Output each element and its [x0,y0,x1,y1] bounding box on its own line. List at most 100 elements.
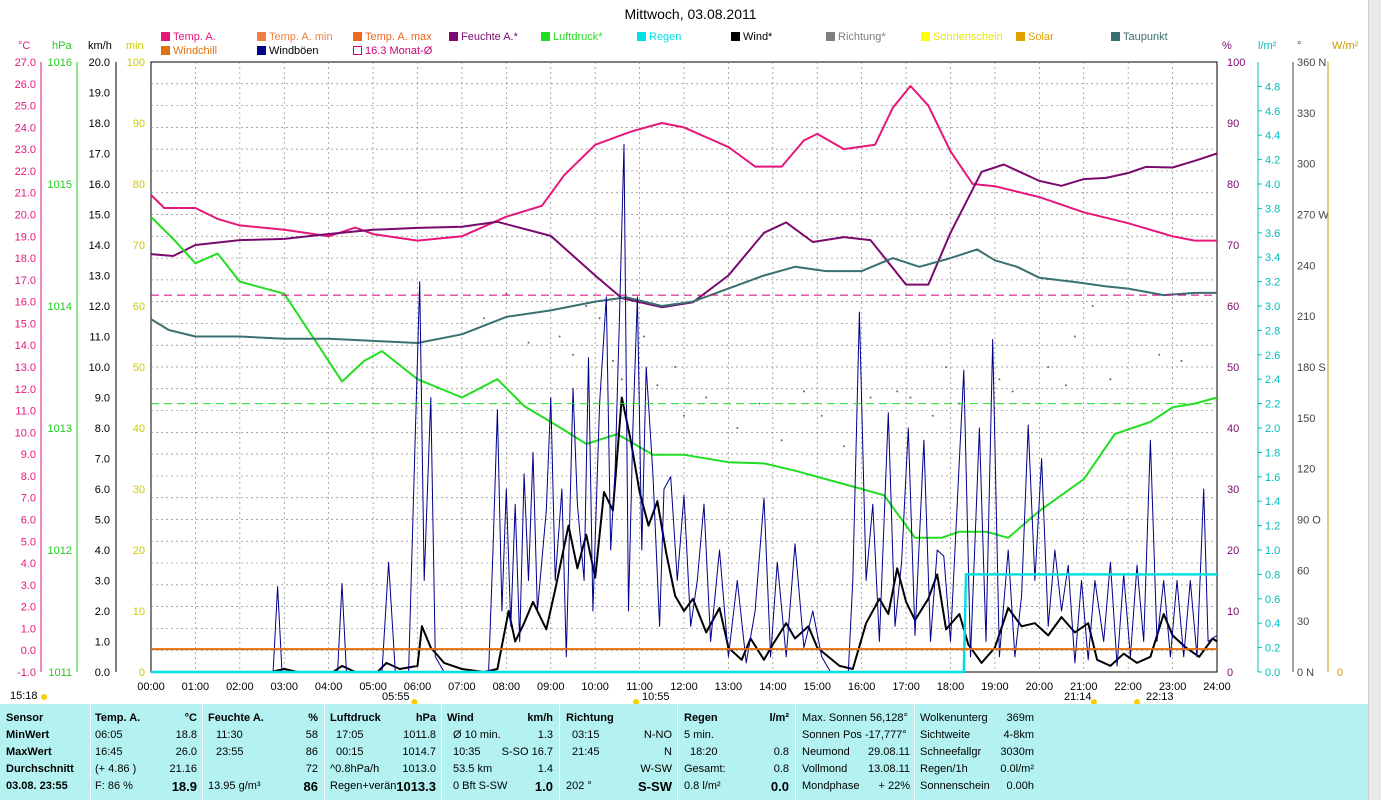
hpa-axis-tick: 1012 [48,545,72,557]
kmh-axis-tick: 11.0 [89,332,110,344]
regen1h-val: 0.0l/m² [1000,763,1034,775]
legend-wind[interactable]: Wind* [731,31,772,44]
hum-max-val: 86 [305,746,318,758]
legend-luftdruck[interactable]: Luftdruck* [541,31,603,44]
kmh-axis-tick: 2.0 [95,606,110,618]
stats-rain-col: Regen l/m² 5 min. 18:20 0.8 Gesamt: 0.8 0.8… [684,710,789,795]
rain-axis-tick: 2.2 [1265,399,1280,411]
x-tick-label: 24:00 [1203,681,1231,693]
direction-point [1158,353,1161,356]
legend-temp-max[interactable]: Temp. A. max [353,31,432,44]
x-tick-label: 09:00 [537,681,565,693]
rain-axis-tick: 2.8 [1265,325,1280,337]
hum-avg-val: 72 [305,763,318,775]
direction-point [611,359,614,362]
deg-axis-tick: 210 [1297,311,1315,323]
legend-temp-min[interactable]: Temp. A. min [257,31,333,44]
deg-axis-tick: 180 S [1297,362,1326,374]
pct-axis-tick: 10 [1227,606,1239,618]
kmh-axis-tick: 9.0 [95,393,110,405]
temp-axis-tick: 10.0 [15,427,36,439]
stats-temp-col: Temp. A. °C 06:05 18.8 16:45 26.0 (+ 4.86 )… [95,710,197,795]
left-sun-marker [41,694,47,700]
kmh-axis-tick: 0.0 [95,667,110,679]
neumond-label: Neumond [802,746,850,758]
weather-chart: 00:00 01:00 02:00 03:00 04:00 05:00 06:00 07:00… [15,40,1359,704]
min-axis-tick: 0 [139,667,145,679]
temp-axis-tick: 12.0 [15,384,36,396]
wolken-label: Wolkenunterg [920,712,988,724]
pct-axis-tick: 30 [1227,484,1239,496]
sonnenschein-label: Sonnenschein [920,780,990,792]
pct-axis-tick: 0 [1227,667,1233,679]
sunset-time: 21:14 [1064,691,1092,703]
temp-axis-tick: 19.0 [15,231,36,243]
axis-unit-pct: % [1222,40,1232,52]
x-tick-label: 05:00 [359,681,387,693]
temp-axis-tick: 7.0 [21,493,36,505]
temp-unit: °C [184,712,197,724]
direction-point [1091,305,1094,307]
hum-min-time: 11:30 [216,729,243,741]
legend-feuchte[interactable]: Feuchte A.* [449,31,518,44]
x-tick-label: 13:00 [715,681,743,693]
temp-axis-tick: 26.0 [15,79,36,91]
rain-axis-tick: 3.6 [1265,228,1280,240]
kmh-axis-tick: 17.0 [89,149,110,161]
legend-solar[interactable]: Solar [1016,31,1054,44]
temp-axis-tick: 21.0 [15,188,36,200]
rain-header: Regen [684,712,718,724]
direction-point [1064,384,1067,387]
mondphase-val: + 22% [878,780,911,792]
legend-richtung[interactable]: Richtung* [826,31,886,44]
sun-event-marker [633,699,640,704]
wind-r3a: 53.5 km [453,763,493,775]
press-trend: ^0.8hPa/h [330,763,380,775]
temp-axis-tick: 25.0 [15,101,36,113]
min-label: MinWert [6,729,50,741]
hpa-axis-tick: 1011 [48,667,72,679]
x-tick-label: 04:00 [315,681,343,693]
hum-abs: 13.95 g/m³ [208,780,261,792]
kmh-axis-tick: 6.0 [95,484,110,496]
axis-unit-temp: °C [18,40,30,52]
pct-axis-tick: 100 [1227,57,1245,69]
legend-taupunkt[interactable]: Taupunkt [1111,31,1168,44]
direction-point [620,378,623,381]
legend-temp-a[interactable]: Temp. A. [161,31,216,44]
legend-regen[interactable]: Regen [637,31,681,44]
wind-r1b: 1.3 [537,729,553,741]
dir-current: S-SW [638,779,672,794]
temp-axis-tick: 23.0 [15,144,36,156]
schnee-val: 3030m [1000,746,1034,758]
legend-windboeen[interactable]: Windböen [257,45,319,58]
stats-sensor-col: Sensor MinWert MaxWert Durchschnitt 03.0… [6,710,86,795]
temp-axis-tick: 14.0 [15,340,36,352]
temp-min-time: 06:05 [95,729,123,741]
x-tick-label: 23:00 [1159,681,1187,693]
chart-title: Mittwoch, 03.08.2011 [624,6,757,22]
x-tick-label: 07:00 [448,681,476,693]
wind-r4a: 0 Bft S-SW [453,780,508,792]
min-axis-tick: 20 [133,545,145,557]
legend-sonnenschein[interactable]: Sonnenschein [921,31,1003,44]
deg-axis-tick: 150 [1297,413,1315,425]
temp-axis-tick: 1.0 [21,623,36,635]
pct-axis-tick: 80 [1227,179,1239,191]
neumond-date: 29.08.11 [867,746,910,758]
wind-unit: km/h [527,712,553,724]
direction-point [483,317,486,320]
x-tick-label: 12:00 [670,681,698,693]
deg-axis-tick: 0 N [1297,667,1314,679]
rain-axis-tick: 2.4 [1265,374,1280,386]
max-label: MaxWert [6,746,52,758]
min-axis-tick: 70 [133,240,145,252]
axis-unit-kmh: km/h [88,40,112,52]
vertical-scrollbar[interactable] [1368,0,1381,800]
rain-axis-tick: 1.6 [1265,472,1280,484]
wind-r2a: 10:35 [453,746,481,758]
kmh-axis-tick: 5.0 [95,515,110,527]
legend-monat-avg[interactable]: 16.3 Monat-Ø [353,45,432,58]
legend-windchill[interactable]: Windchill [161,45,217,58]
temp-axis-tick: 9.0 [21,449,36,461]
